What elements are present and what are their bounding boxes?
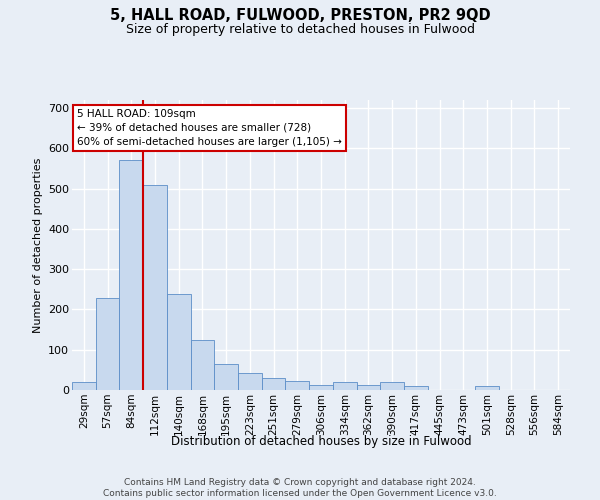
Bar xyxy=(380,382,404,390)
Bar xyxy=(356,385,380,390)
Y-axis label: Number of detached properties: Number of detached properties xyxy=(32,158,43,332)
Bar xyxy=(333,382,356,390)
Text: 5 HALL ROAD: 109sqm
← 39% of detached houses are smaller (728)
60% of semi-detac: 5 HALL ROAD: 109sqm ← 39% of detached ho… xyxy=(77,108,342,146)
Text: 5, HALL ROAD, FULWOOD, PRESTON, PR2 9QD: 5, HALL ROAD, FULWOOD, PRESTON, PR2 9QD xyxy=(110,8,490,22)
Bar xyxy=(404,386,428,390)
Text: Size of property relative to detached houses in Fulwood: Size of property relative to detached ho… xyxy=(125,22,475,36)
Bar xyxy=(191,340,214,390)
Bar xyxy=(309,385,333,390)
Text: Contains HM Land Registry data © Crown copyright and database right 2024.
Contai: Contains HM Land Registry data © Crown c… xyxy=(103,478,497,498)
Bar xyxy=(238,373,262,390)
Bar xyxy=(72,382,96,390)
Text: Distribution of detached houses by size in Fulwood: Distribution of detached houses by size … xyxy=(170,435,472,448)
Bar xyxy=(214,364,238,390)
Bar xyxy=(167,294,191,390)
Bar xyxy=(143,184,167,390)
Bar xyxy=(286,381,309,390)
Bar xyxy=(96,298,119,390)
Bar xyxy=(119,160,143,390)
Bar xyxy=(475,386,499,390)
Bar xyxy=(262,378,286,390)
